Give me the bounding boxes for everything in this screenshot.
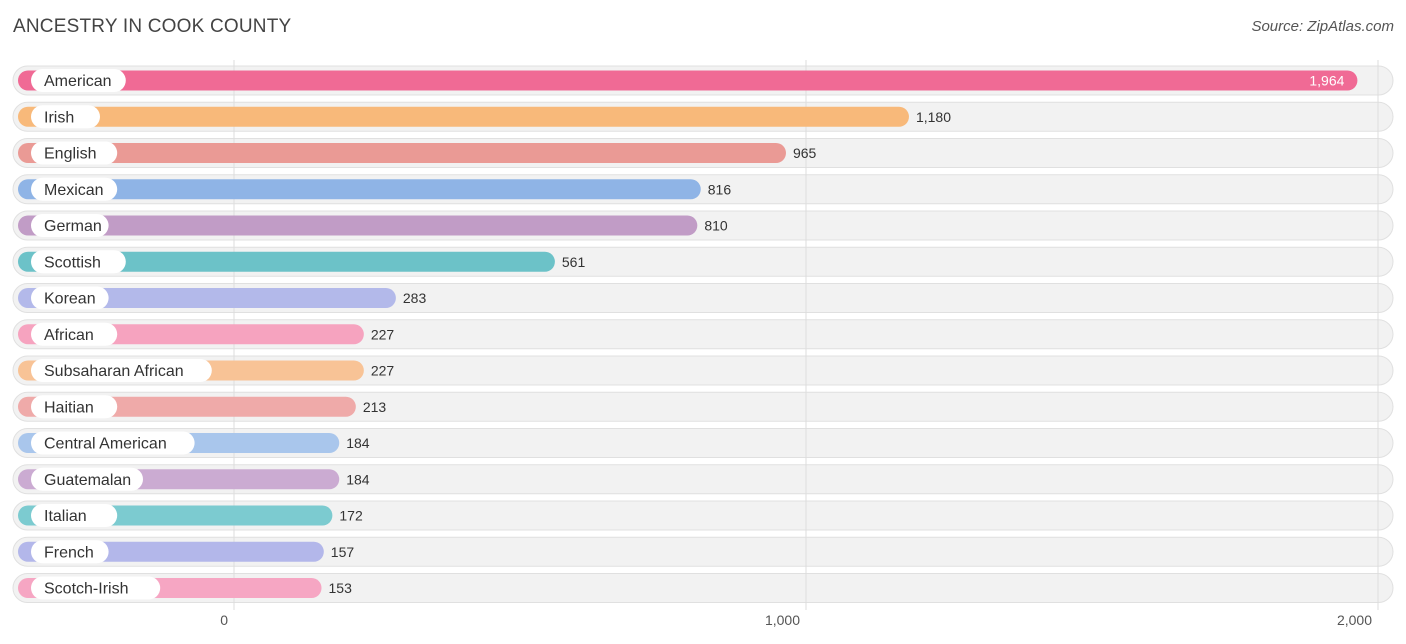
category-pill [31, 105, 100, 129]
bars: American 1,964 Irish 1,180 English 965 Mexican… [18, 69, 1358, 600]
category-label: African [44, 327, 94, 344]
category-pill [31, 322, 118, 346]
bar-korean [18, 288, 396, 308]
value-label: 157 [331, 544, 355, 560]
category-label: German [44, 218, 102, 235]
bar-irish [18, 106, 909, 127]
row-track [12, 391, 1394, 422]
category-label: Korean [44, 291, 96, 308]
x-tick-label: 0 [220, 612, 228, 628]
category-pill [31, 69, 126, 92]
category-label: Scottish [44, 254, 101, 271]
category-pill [31, 504, 118, 527]
bar-scottish [18, 251, 555, 272]
x-tick-label: 2,000 [1337, 612, 1372, 628]
category-label: English [44, 146, 96, 163]
value-label: 965 [793, 145, 817, 161]
category-label: Scotch-Irish [44, 581, 128, 598]
bar-mexican [18, 179, 701, 200]
category-pill [31, 214, 109, 237]
bar-english [18, 143, 786, 163]
row-track [12, 464, 1394, 495]
value-label: 283 [403, 290, 427, 306]
category-label: Irish [44, 109, 74, 126]
category-pill [31, 576, 161, 600]
row-track [12, 573, 1394, 603]
row-track [12, 428, 1394, 458]
value-label: 227 [371, 326, 395, 342]
row-track [12, 536, 1394, 567]
category-pill [31, 359, 212, 382]
bar-german [18, 215, 698, 236]
category-pill [31, 286, 109, 310]
value-label: 1,180 [916, 109, 951, 125]
category-pill [31, 250, 126, 274]
category-label: Guatemalan [44, 472, 131, 489]
category-pill [31, 467, 143, 491]
category-pill [31, 177, 118, 201]
category-pill [31, 141, 118, 165]
category-label: American [44, 73, 112, 90]
value-label: 1,964 [1309, 73, 1344, 89]
value-label: 153 [329, 580, 353, 596]
value-label: 184 [346, 471, 370, 487]
row-track [12, 500, 1394, 531]
value-label: 172 [339, 508, 363, 524]
bar-american [18, 70, 1358, 91]
value-label: 816 [708, 181, 732, 197]
value-label: 810 [704, 218, 728, 234]
category-label: Central American [44, 436, 167, 453]
x-tick-label: 1,000 [765, 612, 800, 628]
category-pill [31, 395, 118, 419]
category-pill [31, 431, 195, 455]
chart-title: ANCESTRY IN COOK COUNTY [13, 16, 292, 37]
source-note: Source: ZipAtlas.com [1251, 18, 1394, 35]
category-label: Italian [44, 508, 87, 525]
x-axis: 0 1,000 2,000 [220, 612, 1372, 628]
category-pill [31, 540, 109, 564]
value-label: 184 [346, 435, 370, 451]
category-label: Haitian [44, 399, 94, 416]
category-label: Mexican [44, 182, 104, 199]
value-label: 227 [371, 363, 395, 379]
category-label: Subsaharan African [44, 363, 184, 380]
category-label: French [44, 544, 94, 561]
value-label: 213 [363, 399, 387, 415]
value-label: 561 [562, 254, 586, 270]
